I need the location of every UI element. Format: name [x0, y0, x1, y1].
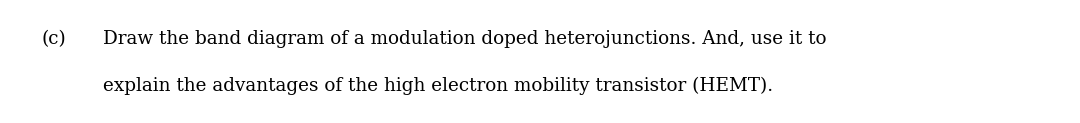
Text: Draw the band diagram of a modulation doped heterojunctions. And, use it to: Draw the band diagram of a modulation do… — [103, 30, 826, 48]
Text: explain the advantages of the high electron mobility transistor (HEMT).: explain the advantages of the high elect… — [103, 77, 772, 95]
Text: (c): (c) — [41, 30, 66, 48]
